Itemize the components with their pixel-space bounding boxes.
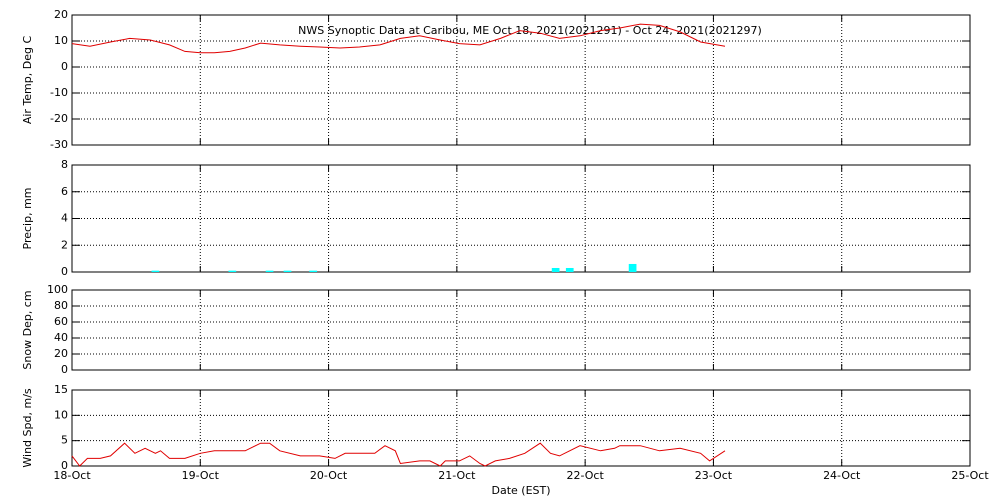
x-tick-label: 22-Oct [566, 469, 604, 482]
y-tick-label: 0 [61, 60, 68, 73]
y-tick-label: 0 [61, 459, 68, 472]
bar [565, 267, 574, 272]
x-tick-label: 25-Oct [951, 469, 989, 482]
y-tick-label: 5 [61, 434, 68, 447]
y-tick-label: 80 [54, 299, 68, 312]
y-tick-label: 8 [61, 158, 68, 171]
y-tick-label: -20 [50, 112, 68, 125]
y-tick-label: 40 [54, 331, 68, 344]
x-tick-label: 19-Oct [182, 469, 220, 482]
y-axis-label: Snow Dep, cm [21, 290, 34, 369]
y-tick-label: 0 [61, 265, 68, 278]
y-tick-label: 4 [61, 212, 68, 225]
plot-frame [71, 289, 971, 371]
chart-title: NWS Synoptic Data at Caribou, ME Oct 18,… [298, 24, 762, 37]
y-tick-label: -30 [50, 138, 68, 151]
y-tick-label: 10 [54, 34, 68, 47]
x-tick-label: 24-Oct [823, 469, 861, 482]
bar [265, 270, 274, 272]
y-tick-label: 20 [54, 347, 68, 360]
y-tick-label: 15 [54, 383, 68, 396]
y-axis-label: Wind Spd, m/s [21, 388, 34, 468]
bar [283, 270, 292, 272]
plot-frame [71, 389, 971, 467]
x-tick-label: 20-Oct [310, 469, 348, 482]
y-tick-label: 60 [54, 315, 68, 328]
y-tick-label: 10 [54, 408, 68, 421]
y-axis-label: Precip, mm [21, 188, 34, 250]
y-tick-label: 20 [54, 8, 68, 21]
x-axis-label: Date (EST) [491, 484, 550, 497]
bar [628, 263, 637, 272]
bar [551, 267, 560, 272]
data-line [71, 442, 726, 467]
plot-frame [71, 14, 971, 146]
bar [309, 270, 318, 272]
y-axis-label: Air Temp, Deg C [21, 36, 34, 125]
x-tick-label: 18-Oct [53, 469, 91, 482]
bar [151, 270, 160, 272]
bar [228, 270, 237, 272]
plot-frame [71, 164, 971, 273]
y-tick-label: 100 [47, 283, 68, 296]
data-line [71, 23, 726, 54]
y-tick-label: -10 [50, 86, 68, 99]
y-tick-label: 2 [61, 238, 68, 251]
y-tick-label: 6 [61, 185, 68, 198]
x-tick-label: 21-Oct [438, 469, 476, 482]
y-tick-label: 0 [61, 363, 68, 376]
x-tick-label: 23-Oct [695, 469, 733, 482]
